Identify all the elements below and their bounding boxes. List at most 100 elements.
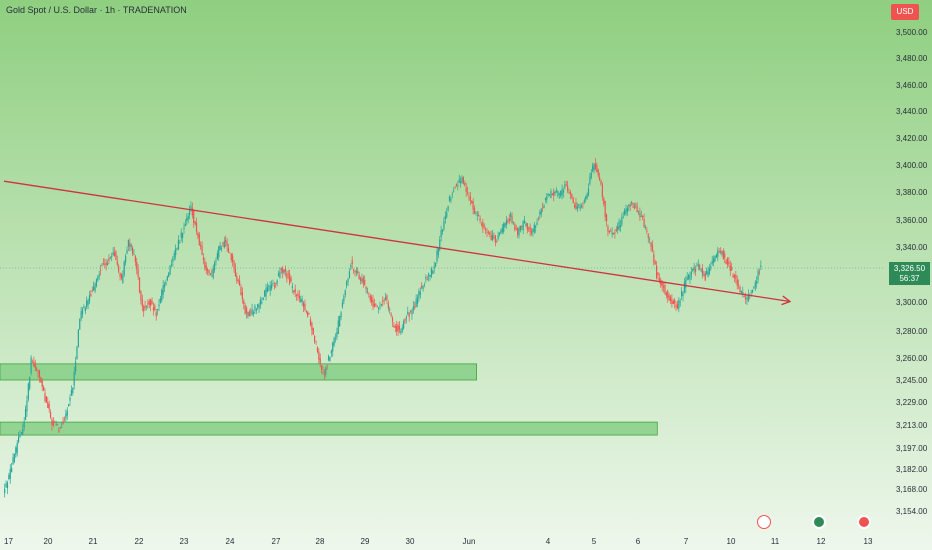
candle-body [642, 215, 644, 218]
candle-body [393, 325, 395, 328]
trendline-arrowhead [781, 295, 792, 306]
candle-body [554, 191, 556, 194]
candle-body [738, 284, 740, 286]
earnings-flag-icon[interactable] [812, 515, 826, 529]
last-price-badge: 3,326.50 56:37 [889, 262, 930, 285]
candle-body [346, 281, 348, 286]
candle-body [624, 210, 626, 215]
candle-body [254, 305, 256, 309]
candle-body [282, 268, 284, 273]
candle-body [596, 165, 598, 173]
candle-body [125, 255, 127, 263]
candle-body [259, 299, 262, 305]
trendline[interactable] [3, 180, 791, 303]
candle-body [119, 273, 121, 277]
candle-body [546, 196, 548, 201]
candle-body [696, 265, 698, 267]
dividend-flag-icon[interactable] [857, 515, 871, 529]
candle-body [311, 322, 313, 331]
candle-body [52, 421, 54, 426]
candle-body [397, 324, 399, 332]
candle-body [731, 266, 733, 271]
candle-body [37, 371, 39, 373]
y-tick-label: 3,154.00 [896, 507, 928, 516]
candle-body [355, 270, 357, 274]
candle-body [625, 208, 627, 214]
candle-body [439, 239, 441, 251]
candle-body [658, 278, 660, 281]
candle-body [359, 277, 362, 281]
candle-body [155, 312, 157, 317]
candle-body [255, 308, 257, 312]
candle-body [444, 215, 446, 220]
candle-body [621, 217, 623, 225]
candle-body [547, 193, 549, 196]
economic-event-icon[interactable] [757, 515, 771, 529]
candle-body [739, 286, 741, 293]
candle-body [665, 292, 667, 296]
support-zone[interactable] [0, 421, 658, 436]
candle-body [329, 357, 331, 362]
candle-body [749, 296, 751, 298]
candle-body [322, 372, 324, 374]
candle-body [690, 271, 692, 275]
candle-body [404, 318, 406, 322]
candle-body [72, 387, 74, 394]
y-tick-label: 3,280.00 [896, 327, 928, 336]
candle-body [622, 216, 624, 218]
candle-body [589, 176, 591, 184]
candle-body [636, 205, 638, 213]
candle-body [162, 285, 164, 295]
candle-body [330, 350, 332, 354]
candle-body [668, 295, 670, 301]
candle-body [38, 370, 41, 378]
candle-body [283, 269, 285, 273]
candle-body [476, 215, 478, 216]
candle-body [533, 224, 535, 232]
candle-body [446, 212, 448, 218]
candle-body [600, 180, 602, 185]
candle-body [436, 250, 438, 262]
x-tick-label: 22 [135, 537, 144, 546]
candle-body [51, 419, 53, 426]
candle-body [407, 311, 409, 315]
support-zone[interactable] [0, 363, 478, 381]
candle-body [212, 267, 214, 278]
candle-body [526, 223, 528, 230]
candle-body [341, 302, 344, 308]
candle-body [699, 265, 701, 270]
candle-body [19, 435, 21, 437]
candle-body [742, 291, 744, 294]
candle-body [707, 271, 709, 277]
candle-body [150, 299, 152, 306]
candle-body [466, 191, 469, 193]
candle-body [102, 263, 104, 265]
candle-body [523, 220, 526, 223]
trendline-group [3, 180, 792, 306]
candle-body [736, 279, 738, 286]
candle-body [266, 286, 269, 292]
candle-body [41, 380, 43, 387]
candle-body [530, 231, 533, 234]
candle-body [482, 222, 484, 229]
candle-body [301, 299, 303, 302]
candle-body [300, 298, 302, 303]
candle-body [375, 303, 377, 305]
candle-body [535, 225, 537, 228]
candle-body [729, 265, 731, 271]
candle-body [364, 279, 366, 285]
candle-body [186, 217, 188, 221]
candle-body [678, 300, 680, 309]
candle-body [309, 319, 312, 326]
candle-body [108, 257, 110, 261]
candle-body [503, 223, 505, 232]
candle-body [241, 292, 243, 300]
candle-body [207, 269, 209, 272]
candle-body [384, 297, 387, 301]
currency-badge[interactable]: USD [891, 4, 919, 20]
candle-body [712, 258, 715, 263]
candle-body [190, 205, 192, 211]
candle-body [505, 220, 508, 226]
candle-body [635, 203, 637, 205]
